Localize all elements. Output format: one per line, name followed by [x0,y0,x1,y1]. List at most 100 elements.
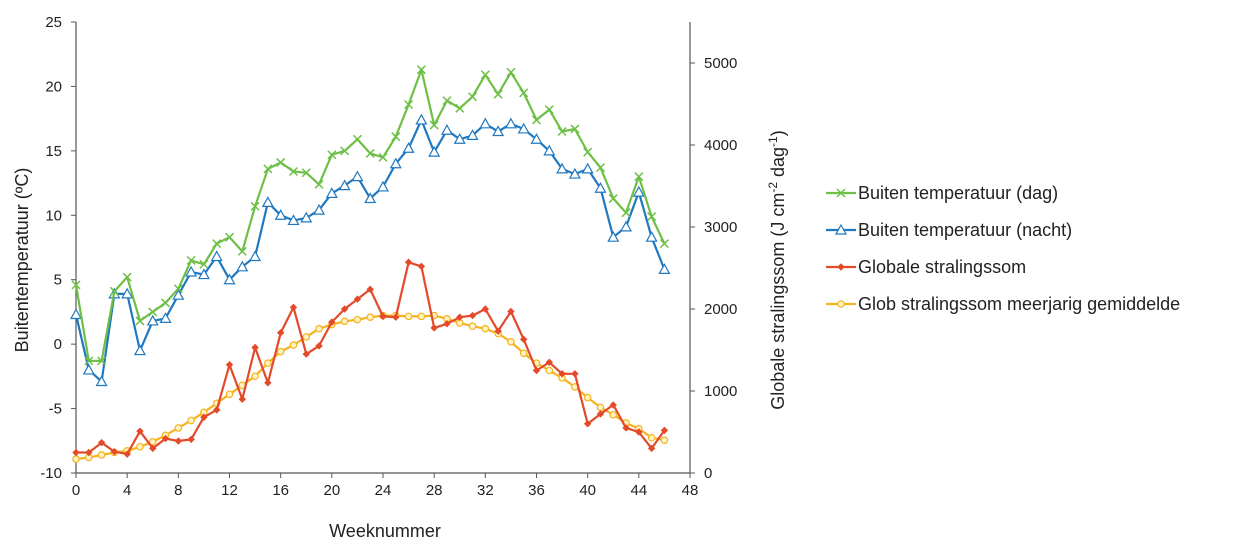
data-point [84,356,94,366]
data-point [558,370,566,378]
series-2 [72,258,669,458]
data-point [210,250,223,262]
data-point [315,324,323,333]
y-axis-right-title-sup: -2 [766,182,780,193]
data-point [302,350,310,358]
data-point [123,450,131,458]
data-point [340,146,350,156]
data-point [391,132,401,142]
legend-label: Buiten temperatuur (nacht) [858,220,1072,240]
data-point [249,250,262,262]
data-point [609,401,617,409]
data-point [417,312,426,321]
data-point [225,361,234,369]
data-point [455,103,465,113]
series-layer [69,65,671,463]
data-point [223,273,236,285]
data-point [556,162,569,174]
x-tick-label: 36 [528,482,545,499]
x-tick-label: 8 [174,482,182,499]
data-point [353,295,362,303]
x-tick-label: 12 [221,482,238,499]
data-point [632,185,645,197]
legend-item: Buiten temperatuur (nacht) [826,220,1072,240]
data-point [570,124,580,134]
data-point [327,150,337,160]
data-point [313,203,326,215]
y-axis-right-title-part: Globale stralingssom (J cm [768,193,788,410]
data-point [376,180,390,192]
legend-label: Buiten temperatuur (dag) [858,183,1058,203]
data-point [225,390,234,399]
data-point [416,65,426,75]
data-point [287,214,300,226]
data-point [314,179,324,189]
data-point [212,239,222,249]
data-point [479,117,492,129]
data-point [300,211,313,223]
data-point [186,255,196,265]
x-tick-label: 4 [123,482,131,499]
data-point [351,170,364,182]
legend-marker [836,188,846,198]
data-point [442,96,452,106]
y-left-tick-label: 15 [45,143,62,160]
data-point [301,168,311,178]
data-point [121,287,134,299]
data-point [468,322,477,331]
data-point [251,343,259,352]
data-point [493,89,503,99]
data-point [82,363,95,375]
data-point [402,142,415,153]
data-point [199,259,209,269]
legend-marker [834,223,848,235]
data-point [660,436,669,445]
data-point [136,442,144,451]
data-point [274,209,287,220]
data-point [236,260,249,272]
data-point [264,379,272,387]
data-point [149,444,157,453]
legend-item: Globale stralingssom [826,257,1026,277]
data-point [379,312,387,321]
data-point [289,303,298,312]
data-point [173,284,183,294]
data-point [568,167,581,179]
data-point [660,426,669,435]
x-tick-label: 32 [477,482,494,499]
y-left-tick-label: 5 [54,272,62,289]
data-point [174,437,183,445]
y-left-tick-label: 0 [54,336,62,353]
legend-marker [837,300,845,308]
data-point [185,265,198,277]
data-point [366,313,375,322]
data-point [620,220,633,232]
data-point [146,314,159,326]
data-point [340,305,349,313]
y-axis-left-title: Buitentemperatuur (ºC) [12,168,32,353]
data-point [404,312,413,321]
y-left-tick-label: 20 [45,78,62,95]
data-point [263,164,273,174]
data-point [545,358,553,367]
data-point [276,329,285,337]
data-point [261,196,274,207]
data-point [530,133,543,144]
x-tick-label: 0 [72,482,80,499]
data-point [97,438,106,447]
data-point [237,246,247,256]
y-right-tick-label: 4000 [704,137,737,154]
axes: 0 4 8 12 16 20 24 28 32 36 40 44 48-10-5051015202501… [40,14,737,499]
data-point [635,428,643,436]
data-point [352,134,362,144]
data-point [364,192,377,204]
data-point [596,410,605,418]
data-point [378,152,388,162]
data-point [159,312,172,323]
legend-label: Globale stralingssom [858,257,1026,277]
x-axis-title: Weeknummer [329,521,441,541]
data-point [430,324,438,332]
data-point [69,308,83,320]
data-point [161,298,171,308]
